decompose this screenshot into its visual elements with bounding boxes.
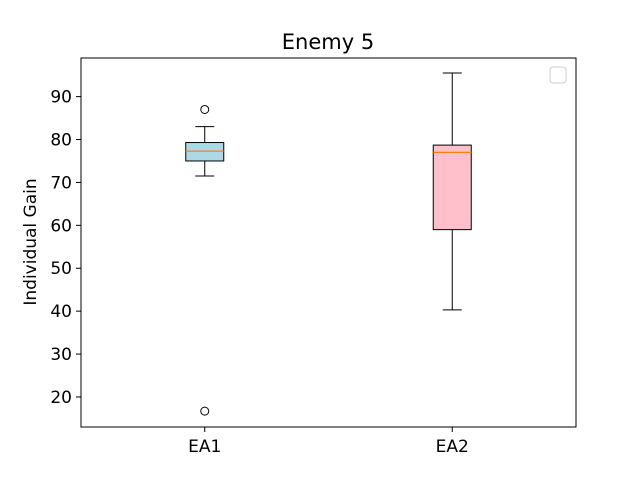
ea2-box: [432, 144, 472, 231]
y-tick-label-40: 40: [50, 302, 72, 322]
y-tick-label-90: 90: [50, 88, 72, 108]
ea1-box: [185, 142, 225, 162]
ea1-outlier-1: [200, 104, 210, 114]
y-tick-label-50: 50: [50, 259, 72, 279]
ea1-outlier-2: [200, 406, 210, 416]
y-tick-label-60: 60: [50, 216, 72, 236]
y-tick-label-80: 80: [50, 131, 72, 151]
chart-title: Enemy 5: [282, 30, 374, 54]
y-tick-label-70: 70: [50, 173, 72, 193]
y-tick-label-20: 20: [50, 388, 72, 408]
x-tick-label-EA2: EA2: [436, 437, 469, 457]
x-tick-label-EA1: EA1: [188, 437, 221, 457]
y-tick-label-30: 30: [50, 345, 72, 365]
legend: [549, 66, 567, 84]
plot-area: 20 30 40 50 60 70 80 90 EA1 EA2: [50, 57, 577, 457]
plot-frame: [80, 57, 577, 428]
y-axis-label: Individual Gain: [21, 178, 41, 305]
